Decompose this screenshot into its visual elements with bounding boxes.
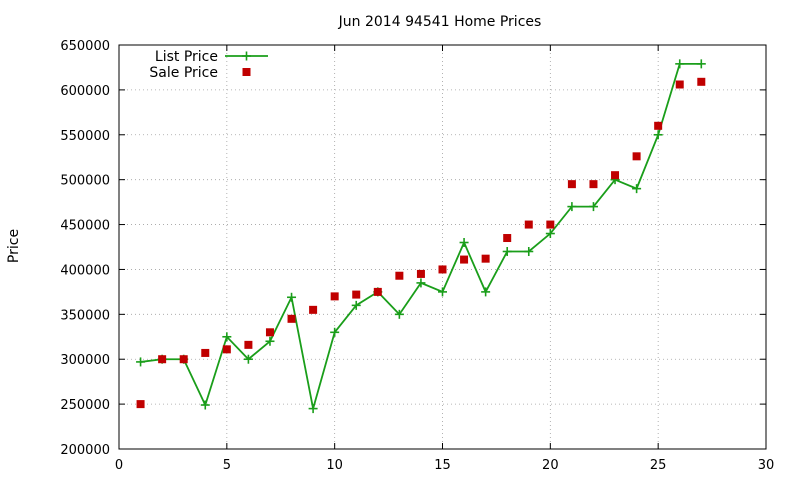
y-tick-label: 200000: [60, 443, 110, 458]
sale-price-point: [697, 77, 706, 86]
sale-price-point: [330, 292, 339, 301]
sale-price-point: [352, 290, 361, 299]
y-tick-label: 350000: [60, 308, 110, 323]
sale-price-point: [589, 180, 598, 189]
legend-label: Sale Price: [149, 65, 218, 81]
legend-sample-marker: [242, 68, 251, 76]
list-price-point: [330, 327, 340, 337]
y-tick-label: 550000: [60, 129, 110, 144]
grid: [119, 45, 766, 449]
list-price-point: [222, 332, 232, 342]
y-tick-label: 300000: [60, 353, 110, 368]
sale-price-point: [438, 265, 447, 274]
x-tick-label: 20: [542, 458, 559, 473]
sale-price-point: [179, 355, 188, 364]
list-price-point: [136, 357, 146, 367]
x-tick-label: 15: [434, 458, 451, 473]
list-price-point: [416, 278, 426, 288]
sale-price-point: [373, 287, 382, 296]
sale-price-point: [654, 121, 663, 130]
sale-price-point: [567, 180, 576, 189]
sale-price-point: [265, 328, 274, 337]
sale-price-point: [546, 220, 555, 229]
axis-ticks: 200000 250000 300000 350000 400000 450000 5000…: [60, 39, 774, 473]
list-price-point: [675, 59, 685, 69]
list-price-point: [243, 354, 253, 364]
sale-price-point: [136, 400, 145, 409]
y-tick-label: 250000: [60, 398, 110, 413]
x-tick-label: 0: [115, 458, 123, 473]
list-price-point: [308, 404, 318, 414]
list-price-point: [200, 400, 210, 410]
sale-price-point: [201, 348, 210, 357]
list-price-point: [545, 229, 555, 239]
x-tick-label: 5: [223, 458, 231, 473]
series-layer: [136, 59, 706, 414]
y-tick-label: 650000: [60, 39, 110, 54]
sale-price-point: [503, 234, 512, 243]
sale-price-point: [244, 340, 253, 349]
x-tick-label: 30: [758, 458, 775, 473]
list-price-point: [696, 59, 706, 69]
y-tick-label: 600000: [60, 84, 110, 99]
list-price-point: [632, 184, 642, 194]
list-price-point: [567, 202, 577, 212]
sale-price-point: [158, 355, 167, 364]
sale-price-point: [287, 314, 296, 323]
legend-label: List Price: [155, 49, 218, 65]
list-price-point: [588, 202, 598, 212]
sale-price-point: [611, 171, 620, 180]
list-price-point: [438, 287, 447, 297]
y-tick-label: 450000: [60, 219, 110, 234]
x-tick-label: 25: [650, 458, 667, 473]
sale-price-point: [416, 269, 425, 278]
sale-price-point: [524, 220, 533, 229]
list-price-point: [265, 336, 275, 346]
list-price-point: [653, 130, 663, 140]
chart-title: Jun 2014 94541 Home Prices: [338, 14, 542, 30]
y-tick-label: 500000: [60, 174, 110, 189]
list-price-point: [394, 309, 404, 319]
sale-price-point: [309, 305, 318, 314]
sale-price-point: [632, 152, 641, 161]
sale-price-point: [222, 345, 231, 354]
sale-price-point: [675, 80, 684, 89]
y-axis-label: Price: [6, 229, 22, 263]
y-tick-label: 400000: [60, 263, 110, 278]
list-price-point: [287, 292, 297, 302]
list-price-point: [524, 246, 534, 256]
series-list-price: [136, 59, 706, 414]
sale-price-point: [481, 254, 490, 263]
list-price-point: [502, 246, 512, 256]
x-tick-label: 10: [326, 458, 343, 473]
list-price-point: [351, 300, 361, 310]
list-price-point: [481, 287, 491, 297]
sale-price-point: [395, 271, 404, 280]
list-price-point: [459, 238, 469, 248]
list-price-line: [140, 62, 702, 409]
sale-price-point: [460, 255, 469, 264]
series-sale-price: [136, 77, 706, 409]
legend-sample-marker: [242, 51, 251, 61]
plot-frame: [118, 44, 767, 450]
